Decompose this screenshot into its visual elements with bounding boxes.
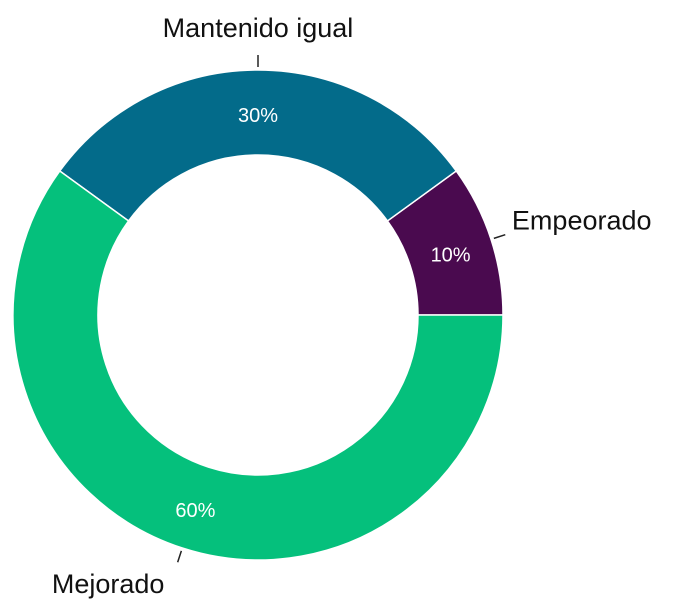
category-label: Mejorado <box>52 569 165 599</box>
leader-line <box>493 233 506 240</box>
value-label: 10% <box>431 245 471 267</box>
leader-line <box>176 550 183 563</box>
value-label: 60% <box>175 500 215 522</box>
category-label: Mantenido igual <box>163 13 354 43</box>
value-label: 30% <box>238 105 278 127</box>
category-label: Empeorado <box>512 206 652 236</box>
donut-segment <box>58 69 458 223</box>
donut-segment <box>12 169 504 561</box>
